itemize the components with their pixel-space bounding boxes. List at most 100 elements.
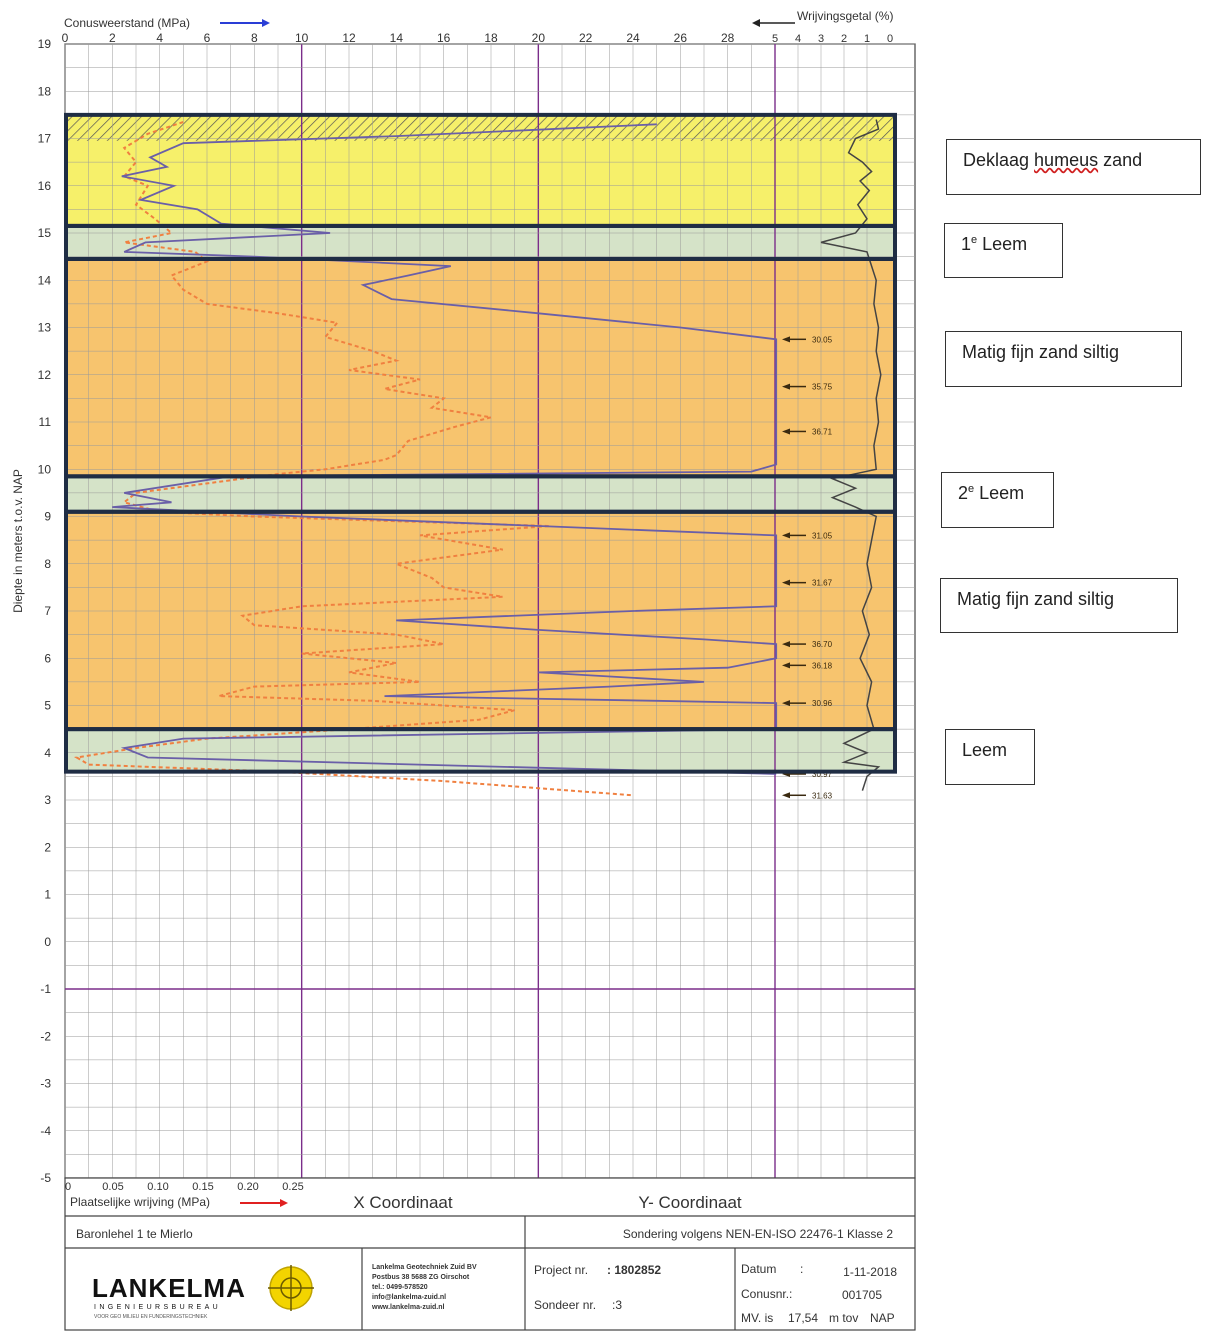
layer-fill — [65, 258, 895, 477]
mv-label: MV. is — [741, 1311, 773, 1325]
location-text: Baronlehel 1 te Mierlo — [76, 1227, 193, 1241]
ratio-tick-label: 2 — [841, 33, 847, 45]
sondeer-label: Sondeer nr. — [534, 1298, 596, 1312]
bottom-tick-label: 0.10 — [147, 1181, 168, 1193]
mv-ref: NAP — [870, 1311, 895, 1325]
y-tick-label: 10 — [38, 462, 52, 476]
annotation-text: Matig fijn zand siltig — [962, 342, 1120, 362]
annotation-text: Leem — [962, 740, 1008, 760]
overflow-arrowhead — [782, 579, 790, 586]
overflow-arrowhead — [782, 428, 790, 435]
top-tick-label: 20 — [532, 31, 546, 45]
overflow-value: 31.63 — [812, 791, 833, 800]
overflow-value: 36.71 — [812, 427, 833, 436]
overflow-value: 30.97 — [812, 770, 833, 779]
y-axis-label: Diepte in meters t.o.v. NAP — [11, 469, 25, 613]
top-tick-label: 8 — [251, 31, 258, 45]
annotation-text: 2 — [958, 483, 969, 503]
logo-tagline: VOOR GEO MILIEU EN FUNDERINGSTECHNIEK — [94, 1314, 208, 1320]
logo-subtitle: INGENIEURSBUREAU — [94, 1304, 221, 1311]
ratio-tick-label: 3 — [818, 33, 824, 45]
annotation-matig-fijn-2: Matig fijn zand siltig — [940, 578, 1178, 633]
annotation-spellcheck-word: humeus — [1034, 150, 1099, 170]
y-tick-label: 3 — [44, 793, 51, 807]
ratio-axis-label: Wrijvingsgetal (%) — [797, 9, 893, 23]
bottom-axis-label: Plaatselijke wrijving (MPa) — [70, 1195, 210, 1209]
bottom-tick-label: 0.20 — [237, 1181, 258, 1193]
y-tick-label: 16 — [38, 179, 52, 193]
annotation-matig-fijn-1: Matig fijn zand siltig — [945, 331, 1182, 387]
overflow-value: 31.05 — [812, 531, 833, 540]
annotation-text: 1 — [961, 234, 972, 254]
standard-text: Sondering volgens NEN-EN-ISO 22476-1 Kla… — [623, 1227, 893, 1241]
annotation-leem-2: 2e Leem — [941, 472, 1054, 528]
y-tick-label: 18 — [38, 84, 52, 98]
y-tick-label: -4 — [40, 1124, 51, 1138]
datum-value: 1-11-2018 — [843, 1265, 897, 1279]
y-tick-label: 12 — [38, 368, 52, 382]
top-tick-label: 10 — [295, 31, 309, 45]
ratio-tick-label: 5 — [772, 33, 778, 45]
layer-fill — [65, 511, 895, 730]
y-tick-label: 5 — [44, 699, 51, 713]
bottom-axis-arrowhead — [280, 1199, 288, 1207]
x-coordinate-label: X Coordinaat — [353, 1193, 453, 1212]
humus-hatch — [65, 114, 895, 141]
address-line: tel.: 0499-578520 — [372, 1284, 428, 1291]
overflow-arrowhead — [782, 662, 790, 669]
y-tick-label: 14 — [38, 273, 52, 287]
annotation-text: zand — [1098, 150, 1143, 170]
overflow-value: 36.70 — [812, 640, 833, 649]
mv-value: 17,54 — [788, 1311, 818, 1325]
overflow-value: 31.67 — [812, 579, 833, 588]
annotation-leem-3: Leem — [945, 729, 1035, 785]
y-tick-label: 19 — [38, 37, 52, 51]
address-line: Lankelma Geotechniek Zuid BV — [372, 1264, 477, 1271]
datum-colon: : — [800, 1262, 803, 1276]
overflow-value: 30.96 — [812, 699, 833, 708]
layer-fill — [65, 729, 895, 772]
bottom-tick-label: 0.15 — [192, 1181, 213, 1193]
overflow-value: 30.05 — [812, 335, 833, 344]
top-tick-label: 12 — [342, 31, 356, 45]
series-wrijvingsgetal — [820, 119, 882, 791]
annotation-text: Leem — [974, 483, 1025, 503]
ratio-tick-label: 1 — [864, 33, 870, 45]
y-coordinate-label: Y- Coordinaat — [638, 1193, 742, 1212]
sondeer-value: :3 — [612, 1298, 622, 1312]
overflow-value: 36.18 — [812, 661, 833, 670]
annotation-text: Deklaag — [963, 150, 1035, 170]
top-tick-label: 18 — [484, 31, 498, 45]
annotation-text: Leem — [977, 234, 1028, 254]
project-label: Project nr. — [534, 1263, 588, 1277]
address-line: Postbus 38 5688 ZG Oirschot — [372, 1274, 470, 1281]
bottom-tick-label: 0.05 — [102, 1181, 123, 1193]
y-tick-label: 8 — [44, 557, 51, 571]
y-tick-label: -5 — [40, 1171, 51, 1185]
y-tick-label: 9 — [44, 510, 51, 524]
logo-text: LANKELMA — [92, 1273, 246, 1303]
y-tick-label: 6 — [44, 651, 51, 665]
mv-unit: m tov — [829, 1311, 858, 1325]
y-tick-label: 1 — [44, 888, 51, 902]
conus-label: Conusnr.: — [741, 1287, 792, 1301]
datum-label: Datum — [741, 1262, 776, 1276]
annotation-sup: e — [971, 234, 978, 246]
overflow-value: 35.75 — [812, 383, 833, 392]
y-tick-label: 17 — [38, 132, 52, 146]
top-tick-label: 4 — [156, 31, 163, 45]
series-conusweerstand — [112, 123, 778, 775]
annotation-deklaag: Deklaag humeus zand — [946, 139, 1201, 195]
annotation-leem-1: 1e Leem — [944, 223, 1063, 278]
y-tick-label: -3 — [40, 1077, 51, 1091]
top-tick-label: 0 — [62, 31, 69, 45]
y-tick-label: 4 — [44, 746, 51, 760]
overflow-arrowhead — [782, 383, 790, 390]
y-tick-label: -2 — [40, 1029, 51, 1043]
address-line: info@lankelma-zuid.nl — [372, 1294, 446, 1301]
overflow-arrowhead — [782, 700, 790, 707]
overflow-arrowhead — [782, 792, 790, 799]
overflow-arrowhead — [782, 532, 790, 539]
top-tick-label: 2 — [109, 31, 116, 45]
ratio-tick-label: 0 — [887, 33, 893, 45]
